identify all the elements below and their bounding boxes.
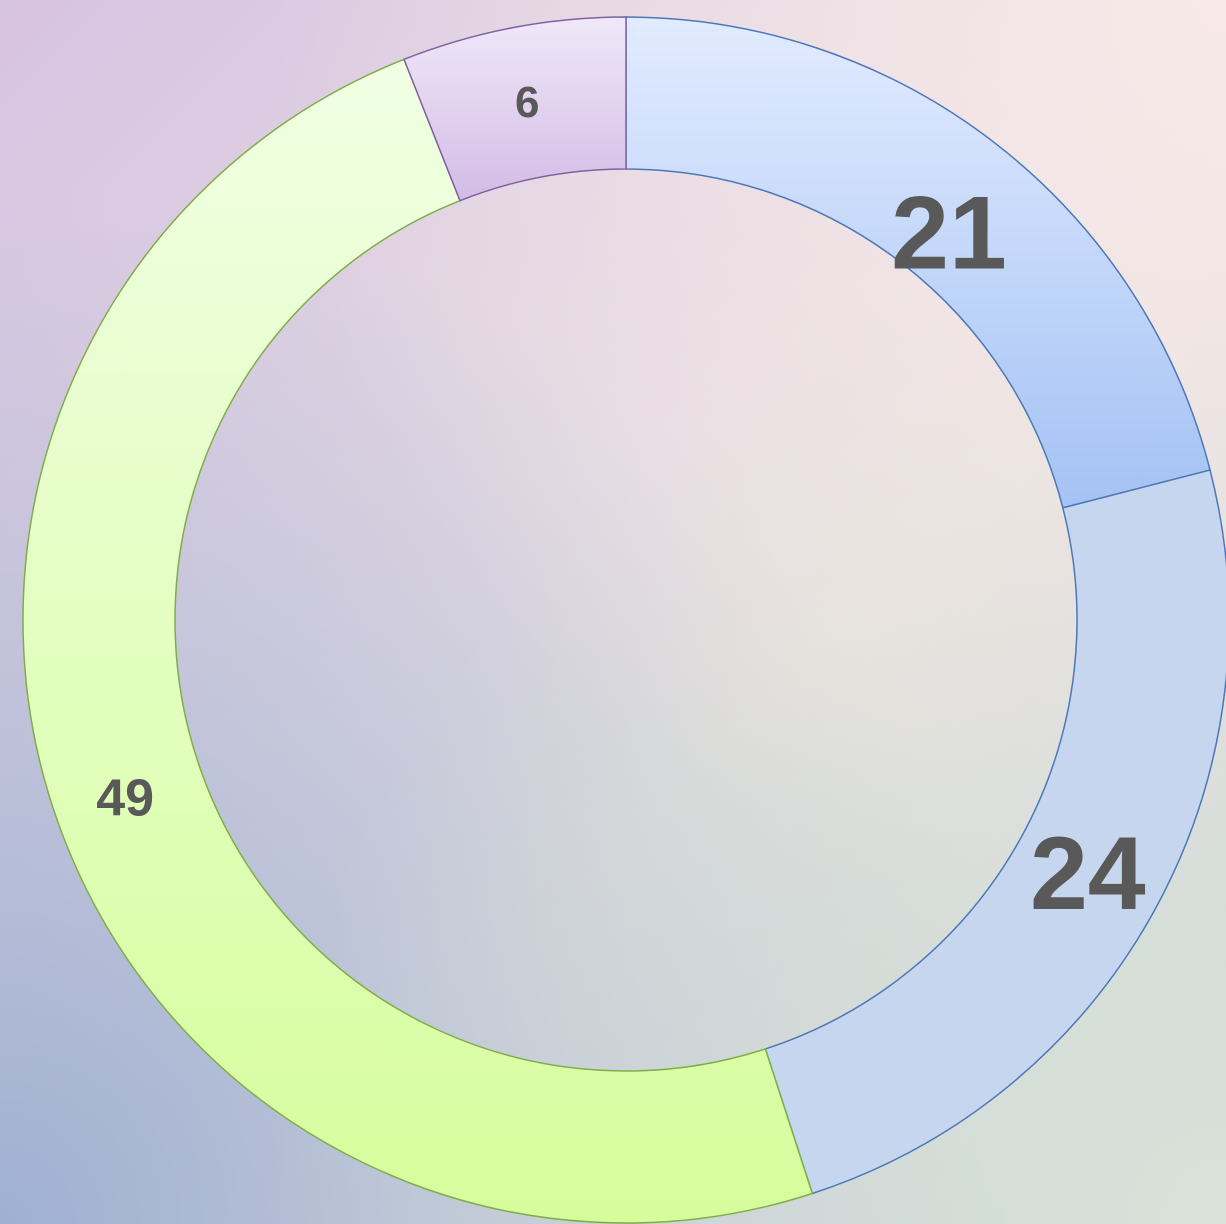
slice-label-6: 6 bbox=[515, 78, 539, 127]
donut-slice-49 bbox=[22, 58, 814, 1224]
donut-slice-24 bbox=[764, 469, 1226, 1195]
slice-label-24: 24 bbox=[1030, 816, 1146, 932]
donut-slice-6 bbox=[403, 16, 627, 202]
donut-labels: 21 24 49 6 bbox=[96, 78, 1146, 932]
slice-label-21: 21 bbox=[891, 176, 1007, 292]
donut-slice-21 bbox=[625, 16, 1211, 509]
slice-label-49: 49 bbox=[96, 770, 154, 828]
donut-slices bbox=[22, 16, 1226, 1224]
